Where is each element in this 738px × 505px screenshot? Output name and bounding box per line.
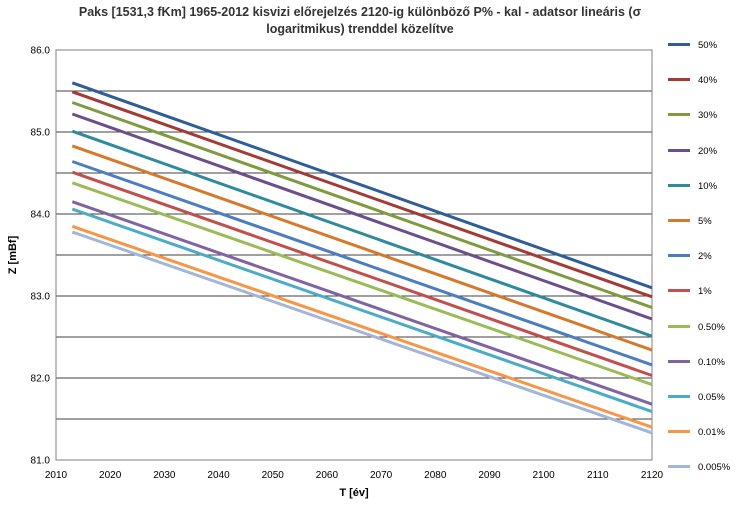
legend-item: 1% [668, 274, 738, 309]
legend-item: 40% [668, 63, 738, 98]
chart-title-line1: Paks [1531,3 fKm] 1965-2012 kisvizi előr… [78, 5, 642, 19]
y-tick-label: 83.0 [31, 292, 51, 303]
legend-label: 10% [698, 180, 718, 192]
legend-label: 0.10% [698, 356, 725, 368]
series-line-20% [71, 112, 653, 321]
x-tick-label: 2090 [478, 470, 501, 481]
y-tick-label: 81.0 [31, 456, 51, 467]
series-line-0.01% [71, 224, 653, 429]
legend-item: 50% [668, 28, 738, 63]
x-tick-label: 2010 [45, 470, 68, 481]
x-tick-label: 2020 [99, 470, 122, 481]
legend-label: 40% [698, 75, 718, 87]
y-axis-label: Z [mBf] [7, 235, 19, 274]
x-tick-label: 2080 [424, 470, 447, 481]
legend-item: 0.05% [668, 380, 738, 415]
y-tick-label: 84.0 [31, 210, 51, 221]
x-tick-label: 2030 [153, 470, 176, 481]
legend-label: 30% [698, 110, 718, 122]
series-lines [71, 81, 653, 435]
legend-label: 5% [698, 216, 712, 228]
legend-swatch [668, 78, 690, 82]
series-line-0.05% [71, 207, 653, 414]
y-tick-label: 86.0 [31, 46, 51, 57]
series-line-0.50% [71, 181, 653, 387]
chart-title: Paks [1531,3 fKm] 1965-2012 kisvizi előr… [60, 4, 660, 38]
legend-swatch [668, 394, 690, 398]
legend-swatch [668, 148, 690, 152]
legend-label: 0.005% [698, 462, 731, 474]
y-tick-label: 85.0 [31, 128, 51, 139]
legend-item: 30% [668, 98, 738, 133]
series-line-50% [71, 81, 653, 290]
x-tick-label: 2100 [533, 470, 556, 481]
series-line-10% [71, 129, 653, 338]
x-tick-label: 2050 [262, 470, 285, 481]
legend-swatch [668, 289, 690, 293]
y-tick-label: 82.0 [31, 374, 51, 385]
x-tick-label: 2110 [587, 470, 609, 481]
y-tick-labels: 81.0 82.0 83.0 84.0 85.0 86.0 [31, 46, 51, 467]
x-tick-label: 2120 [641, 470, 664, 481]
legend-swatch [668, 254, 690, 258]
series-line-1% [71, 170, 653, 377]
legend-label: 0.05% [698, 391, 725, 403]
series-line-5% [71, 144, 653, 352]
legend-item: 5% [668, 204, 738, 239]
x-tick-label: 2040 [207, 470, 230, 481]
legend-swatch [668, 359, 690, 363]
x-axis-label: T [év] [339, 487, 369, 499]
series-line-0.10% [71, 200, 653, 406]
legend: 50% 40% 30% 20% 10% 5% 2% 1% 0.50% 0.10% 0.05% 0.01… [668, 28, 738, 485]
series-line-2% [71, 160, 653, 367]
legend-swatch [668, 430, 690, 434]
legend-item: 2% [668, 239, 738, 274]
series-line-0.005% [71, 230, 653, 435]
legend-label: 50% [698, 40, 718, 52]
legend-item: 20% [668, 134, 738, 169]
chart-title-line2: logaritmikus) trenddel közelítve [266, 22, 454, 36]
legend-item: 0.005% [668, 450, 738, 485]
legend-swatch [668, 219, 690, 223]
legend-label: 0.50% [698, 321, 725, 333]
legend-swatch [668, 324, 690, 328]
series-line-40% [71, 90, 653, 299]
legend-label: 1% [698, 286, 712, 298]
legend-swatch [668, 465, 690, 469]
legend-swatch [668, 43, 690, 47]
legend-label: 0.01% [698, 427, 725, 439]
legend-label: 20% [698, 145, 718, 157]
x-tick-label: 2060 [316, 470, 339, 481]
legend-swatch [668, 183, 690, 187]
legend-item: 0.01% [668, 415, 738, 450]
plot-area-border [55, 49, 653, 461]
x-tick-labels: 2010 2020 2030 2040 2050 2060 2070 2080 2090 2100… [45, 470, 664, 481]
series-line-30% [71, 101, 653, 309]
legend-item: 10% [668, 169, 738, 204]
legend-label: 2% [698, 251, 712, 263]
legend-item: 0.50% [668, 310, 738, 345]
x-tick-label: 2070 [370, 470, 393, 481]
legend-swatch [668, 113, 690, 117]
legend-item: 0.10% [668, 345, 738, 380]
